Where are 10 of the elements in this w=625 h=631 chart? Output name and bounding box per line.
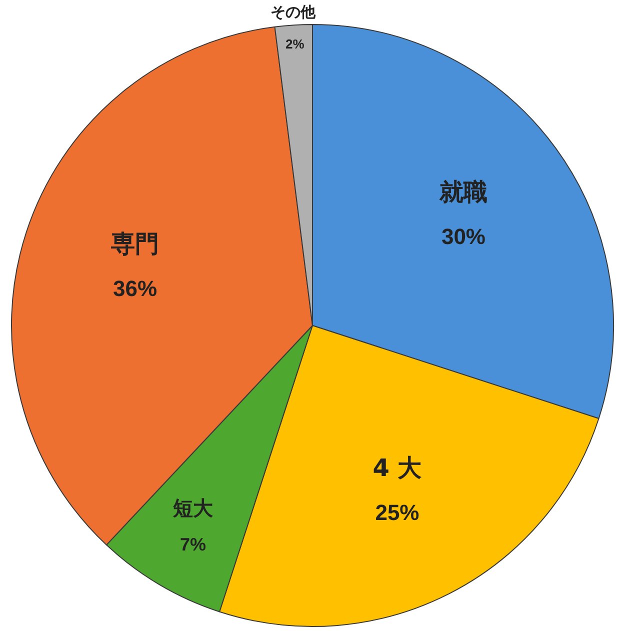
slice-label: 就職 xyxy=(438,178,488,206)
slice-label: 専門 xyxy=(110,230,160,258)
slice-label: その他 xyxy=(270,3,316,22)
slice-label: 4 大 xyxy=(372,454,423,482)
data-label: 2% xyxy=(285,36,305,52)
slice-label: 短大 xyxy=(172,496,214,520)
data-label: 25% xyxy=(375,500,420,525)
data-label: 36% xyxy=(112,276,158,301)
data-label: 7% xyxy=(180,534,206,555)
data-label: 30% xyxy=(441,224,486,249)
